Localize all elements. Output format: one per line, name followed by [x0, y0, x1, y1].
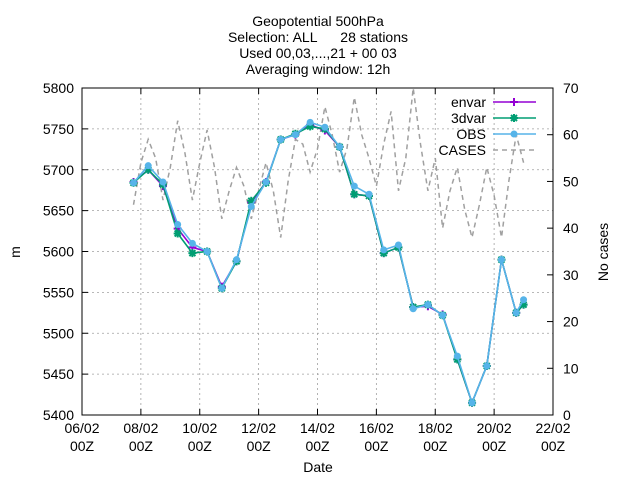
data-point-obs	[380, 246, 388, 254]
y2-tick-label: 50	[563, 173, 579, 189]
data-point-obs	[409, 305, 417, 313]
x-tick-label: 20/02	[477, 420, 512, 436]
series-layer	[129, 87, 528, 407]
data-point-obs	[321, 123, 329, 131]
data-point-obs	[174, 221, 182, 229]
data-point-obs	[130, 179, 138, 187]
data-point-obs	[277, 136, 285, 144]
data-point-obs	[424, 301, 432, 309]
x-tick-label: 08/02	[123, 420, 158, 436]
x-tick-label: 16/02	[359, 420, 394, 436]
data-point-obs	[439, 311, 447, 319]
y2-tick-label: 40	[563, 220, 579, 236]
y-tick-label: 5800	[43, 80, 74, 96]
x-tick-label: 00Z	[129, 438, 154, 454]
data-point-obs	[159, 178, 167, 186]
grid-lines	[82, 88, 553, 415]
data-point-obs	[291, 131, 299, 139]
x-tick-label: 12/02	[241, 420, 276, 436]
x-tick-label: 00Z	[70, 438, 95, 454]
x-tick-label: 00Z	[482, 438, 507, 454]
data-point-obs	[336, 143, 344, 151]
legend-label-cases: CASES	[439, 142, 486, 158]
chart-title: Geopotential 500hPa Selection: ALL 28 st…	[228, 13, 408, 77]
data-point-obs	[483, 362, 491, 370]
data-point-3dvar	[188, 249, 197, 258]
x-tick-label: 00Z	[423, 438, 448, 454]
x-tick-label: 06/02	[64, 420, 99, 436]
legend-label-3dvar: 3dvar	[451, 110, 486, 126]
data-point-obs	[394, 241, 402, 249]
data-point-obs	[262, 178, 270, 186]
x-tick-label: 00Z	[247, 438, 272, 454]
title-line-2: Selection: ALL 28 stations	[228, 29, 408, 45]
series-line-3dvar	[132, 125, 525, 406]
x-axis-label: Date	[303, 459, 333, 475]
data-point-obs	[350, 182, 358, 190]
y2-tick-label: 60	[563, 127, 579, 143]
data-point-obs	[512, 309, 520, 317]
x-tick-label: 00Z	[541, 438, 566, 454]
y2-tick-label: 0	[563, 407, 571, 423]
data-point-obs	[247, 203, 255, 211]
x-tick-label: 00Z	[188, 438, 213, 454]
y-tick-label: 5400	[43, 407, 74, 423]
data-point-obs	[233, 256, 241, 264]
y-tick-label: 5750	[43, 121, 74, 137]
title-line-3: Used 00,03,...,21 + 00 03	[239, 45, 397, 61]
data-point-obs	[203, 248, 211, 255]
data-point-obs	[453, 352, 461, 360]
title-line-4: Averaging window: 12h	[246, 61, 391, 77]
axes: 06/02 00Z 08/02 00Z 10/02 00Z 12/02 00Z 14/02 00Z…	[43, 80, 579, 454]
data-point-obs	[144, 162, 152, 170]
legend-marker-3dvar	[510, 114, 518, 122]
y2-axis-label: No cases	[595, 223, 611, 281]
series-line-envar	[132, 123, 525, 406]
x-tick-label: 14/02	[300, 420, 335, 436]
series-line-cases	[132, 87, 525, 238]
legend-marker-envar	[510, 98, 518, 106]
legend-label-envar: envar	[451, 94, 486, 110]
y2-tick-label: 10	[563, 360, 579, 376]
data-point-obs	[188, 239, 196, 247]
x-tick-label: 18/02	[418, 420, 453, 436]
data-point-obs	[468, 399, 476, 407]
legend-marker-obs	[510, 130, 518, 138]
data-point-obs	[365, 190, 373, 198]
y-tick-label: 5700	[43, 162, 74, 178]
data-point-obs	[218, 284, 226, 292]
x-tick-label: 10/02	[182, 420, 217, 436]
y-tick-label: 5600	[43, 244, 74, 260]
y-tick-label: 5450	[43, 366, 74, 382]
y-tick-label: 5550	[43, 284, 74, 300]
data-point-obs	[306, 118, 314, 126]
data-point-obs	[497, 256, 505, 264]
data-point-obs	[520, 296, 528, 304]
x-tick-label: 22/02	[535, 420, 570, 436]
series-line-obs	[132, 121, 525, 406]
x-tick-label: 00Z	[305, 438, 330, 454]
data-point-3dvar	[350, 190, 359, 199]
x-tick-label: 00Z	[364, 438, 389, 454]
data-point-3dvar	[173, 229, 182, 238]
legend-label-obs: OBS	[456, 126, 486, 142]
y-tick-label: 5500	[43, 325, 74, 341]
y2-tick-label: 30	[563, 267, 579, 283]
y2-tick-label: 20	[563, 314, 579, 330]
y-tick-label: 5650	[43, 203, 74, 219]
y-axis-label: m	[7, 246, 23, 258]
title-line-1: Geopotential 500hPa	[252, 13, 384, 29]
y2-tick-label: 70	[563, 80, 579, 96]
